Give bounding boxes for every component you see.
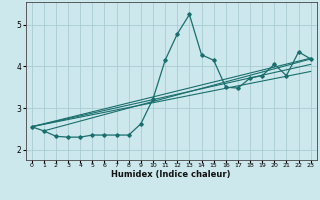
X-axis label: Humidex (Indice chaleur): Humidex (Indice chaleur): [111, 170, 231, 179]
